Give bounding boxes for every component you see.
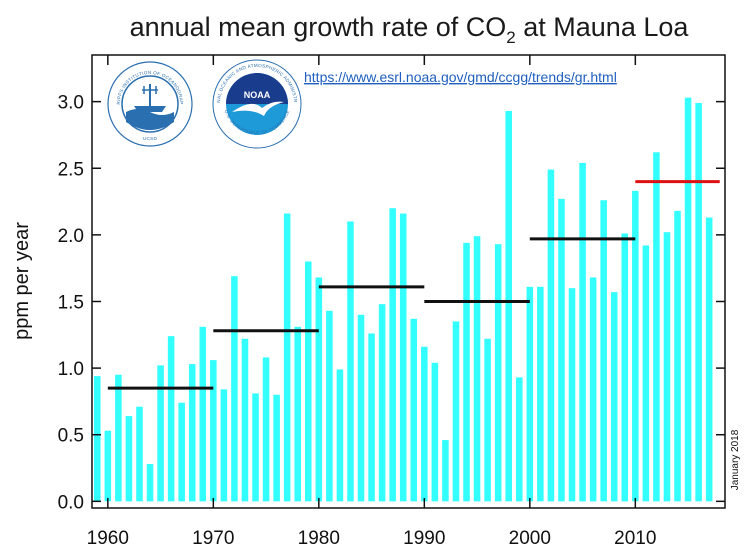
bar-1988 bbox=[399, 213, 407, 502]
bar-1962 bbox=[125, 416, 133, 502]
bar-1993 bbox=[452, 321, 460, 502]
bar-2015 bbox=[684, 97, 692, 502]
bar-2010 bbox=[632, 190, 639, 502]
bar-1987 bbox=[389, 208, 396, 502]
bar-1973 bbox=[241, 338, 249, 502]
x-tick-label: 2000 bbox=[509, 528, 551, 549]
bar-1968 bbox=[188, 364, 196, 502]
bar-2006 bbox=[589, 277, 597, 502]
bar-1981 bbox=[326, 310, 333, 502]
bar-1971 bbox=[220, 389, 228, 502]
x-tick-label: 1980 bbox=[298, 528, 340, 549]
bar-1985 bbox=[368, 333, 375, 502]
y-tick-label: 2.5 bbox=[58, 159, 84, 180]
chart-title: annual mean growth rate of CO2 at Mauna … bbox=[130, 12, 690, 47]
bar-1999 bbox=[516, 377, 523, 502]
y-tick-label: 2.0 bbox=[58, 226, 84, 247]
bar-2007 bbox=[600, 200, 607, 502]
bar-1990 bbox=[421, 346, 428, 502]
bar-1964 bbox=[146, 464, 154, 502]
bar-2014 bbox=[674, 210, 681, 502]
bar-2003 bbox=[558, 198, 565, 502]
decadal-means bbox=[107, 180, 720, 390]
waves-icon bbox=[126, 109, 174, 130]
bar-1986 bbox=[378, 304, 386, 502]
bar-1975 bbox=[262, 357, 270, 502]
bar-1974 bbox=[252, 393, 259, 502]
bar-2002 bbox=[547, 169, 555, 502]
seagull-icon bbox=[232, 101, 284, 116]
bar-1984 bbox=[357, 314, 365, 502]
bar-1998 bbox=[505, 110, 512, 502]
bar-1963 bbox=[136, 406, 143, 502]
bar-1982 bbox=[336, 369, 344, 502]
x-tick-label: 1960 bbox=[87, 528, 129, 549]
bar-2017 bbox=[705, 217, 713, 502]
bar-1980 bbox=[315, 277, 323, 502]
trident-icon bbox=[142, 86, 158, 94]
y-tick-label: 3.0 bbox=[58, 93, 84, 114]
bar-2001 bbox=[537, 286, 544, 502]
bar-1977 bbox=[283, 213, 291, 502]
bar-1970 bbox=[210, 360, 217, 502]
bar-1961 bbox=[115, 374, 122, 502]
bar-1976 bbox=[273, 394, 280, 502]
ship-icon bbox=[134, 106, 166, 112]
y-tick-label: 1.5 bbox=[58, 292, 84, 313]
x-axis: 1960 1970 1980 1990 2000 2010 bbox=[87, 55, 656, 549]
bar-2005 bbox=[579, 162, 586, 502]
bar-2013 bbox=[663, 232, 671, 502]
source-url-link[interactable]: https://www.esrl.noaa.gov/gmd/ccgg/trend… bbox=[304, 69, 617, 85]
bar-1969 bbox=[199, 326, 207, 502]
date-note: January 2018 bbox=[730, 429, 741, 490]
bar-1967 bbox=[178, 402, 185, 502]
y-axis: 0.0 0.5 1.0 1.5 2.0 2.5 3.0 bbox=[58, 93, 725, 513]
bar-2016 bbox=[695, 102, 702, 502]
y-tick-label: 0.5 bbox=[58, 426, 84, 447]
bar-2009 bbox=[621, 233, 629, 502]
plot-frame bbox=[91, 54, 726, 509]
y-tick-label: 1.0 bbox=[58, 359, 84, 380]
bar-1996 bbox=[484, 338, 491, 502]
bar-2012 bbox=[653, 152, 660, 502]
bar-1983 bbox=[347, 221, 354, 502]
bar-1978 bbox=[294, 326, 301, 502]
y-tick-label: 0.0 bbox=[58, 492, 84, 513]
bar-1991 bbox=[431, 362, 439, 502]
scripps-bottom-text: UCSD bbox=[143, 136, 158, 141]
noaa-dark-half bbox=[226, 73, 288, 104]
bar-1965 bbox=[157, 365, 164, 502]
bar-1997 bbox=[494, 244, 502, 502]
bar-1966 bbox=[167, 336, 175, 502]
x-tick-label: 2010 bbox=[614, 528, 656, 549]
bar-1972 bbox=[231, 276, 238, 502]
bar-2011 bbox=[642, 245, 650, 502]
bars bbox=[94, 97, 713, 502]
x-tick-label: 1970 bbox=[192, 528, 234, 549]
bar-1979 bbox=[305, 261, 312, 502]
x-tick-label: 1990 bbox=[403, 528, 445, 549]
y-axis-label: ppm per year bbox=[11, 222, 33, 340]
bar-1995 bbox=[473, 236, 481, 502]
bar-1992 bbox=[442, 440, 449, 502]
bar-1959 bbox=[94, 376, 101, 502]
bar-1960 bbox=[104, 430, 112, 502]
bar-1989 bbox=[410, 318, 418, 502]
noaa-label: NOAA bbox=[244, 90, 271, 100]
bar-2004 bbox=[568, 288, 576, 502]
bar-2000 bbox=[526, 286, 534, 502]
bar-2008 bbox=[610, 292, 618, 502]
bar-1994 bbox=[463, 242, 470, 502]
